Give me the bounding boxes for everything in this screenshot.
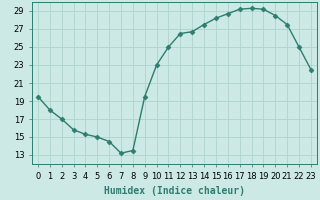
X-axis label: Humidex (Indice chaleur): Humidex (Indice chaleur) (104, 186, 245, 196)
